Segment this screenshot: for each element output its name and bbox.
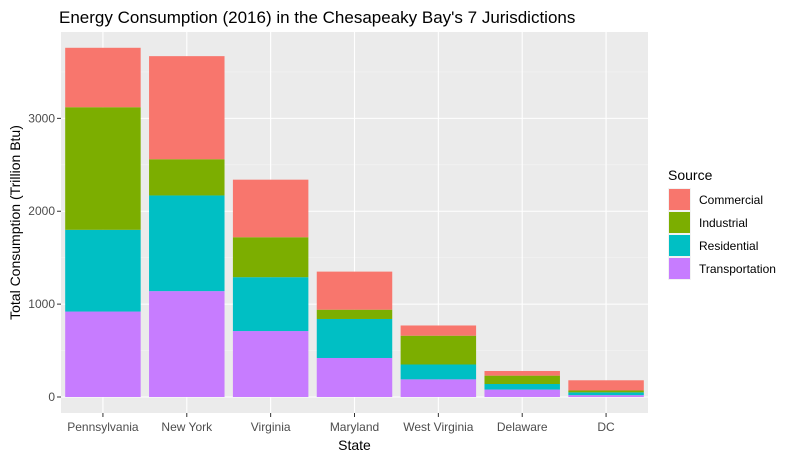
bars-group xyxy=(65,47,644,397)
legend-title: Source xyxy=(668,167,713,183)
legend-swatch-commercial xyxy=(669,189,690,210)
bar-commercial-dc xyxy=(568,380,644,391)
bar-residential-virginia xyxy=(232,277,309,332)
bar-transportation-delaware xyxy=(484,389,560,397)
legend-swatch-transportation xyxy=(669,258,690,279)
x-axis: Pennsylvania New York Virginia Maryland West… xyxy=(67,413,615,434)
legend-swatch-residential xyxy=(669,235,690,256)
x-tick-label: Maryland xyxy=(330,420,379,434)
bar-transportation-pennsylvania xyxy=(65,311,141,397)
bar-transportation-west-virginia xyxy=(400,379,477,397)
bar-commercial-pennsylvania xyxy=(65,47,141,108)
y-axis-title: Total Consumption (Trillion Btu) xyxy=(7,125,23,320)
bar-commercial-delaware xyxy=(484,370,560,376)
bar-transportation-dc xyxy=(568,395,644,397)
bar-commercial-west-virginia xyxy=(400,325,477,336)
x-tick-label: West Virginia xyxy=(403,420,474,434)
y-axis: 0 1000 2000 3000 xyxy=(28,111,61,404)
x-tick-label: Pennsylvania xyxy=(67,420,139,434)
legend-label-residential: Residential xyxy=(699,239,758,253)
y-tick-label: 3000 xyxy=(28,111,55,125)
bar-industrial-virginia xyxy=(232,237,309,278)
bar-commercial-new-york xyxy=(149,56,225,160)
bar-industrial-pennsylvania xyxy=(65,107,141,230)
x-tick-label: New York xyxy=(161,420,213,434)
y-tick-label: 2000 xyxy=(28,204,55,218)
bar-residential-pennsylvania xyxy=(65,229,141,312)
x-tick-label: DC xyxy=(597,420,615,434)
bar-transportation-virginia xyxy=(232,331,309,397)
legend-label-transportation: Transportation xyxy=(699,262,776,276)
bar-residential-maryland xyxy=(316,318,393,358)
x-tick-label: Delaware xyxy=(497,420,548,434)
bar-residential-delaware xyxy=(484,383,560,390)
bar-commercial-virginia xyxy=(232,179,309,238)
bar-industrial-dc xyxy=(568,390,644,393)
bar-transportation-new-york xyxy=(149,291,225,397)
legend-swatch-industrial xyxy=(669,212,690,233)
y-tick-label: 0 xyxy=(48,390,55,404)
legend-label-industrial: Industrial xyxy=(699,216,748,230)
bar-industrial-maryland xyxy=(316,309,393,319)
bar-industrial-delaware xyxy=(484,375,560,384)
bar-industrial-west-virginia xyxy=(400,335,477,365)
y-tick-label: 1000 xyxy=(28,297,55,311)
bar-residential-dc xyxy=(568,392,644,396)
bar-residential-west-virginia xyxy=(400,364,477,380)
x-tick-label: Virginia xyxy=(251,420,291,434)
bar-industrial-new-york xyxy=(149,159,225,196)
x-axis-title: State xyxy=(338,437,371,453)
bar-commercial-maryland xyxy=(316,271,393,310)
legend: Source Commercial Industrial Residential Tr… xyxy=(668,167,776,280)
bar-transportation-maryland xyxy=(316,357,393,397)
bar-residential-new-york xyxy=(149,195,225,292)
chart-title: Energy Consumption (2016) in the Chesape… xyxy=(59,8,575,27)
legend-label-commercial: Commercial xyxy=(699,193,763,207)
